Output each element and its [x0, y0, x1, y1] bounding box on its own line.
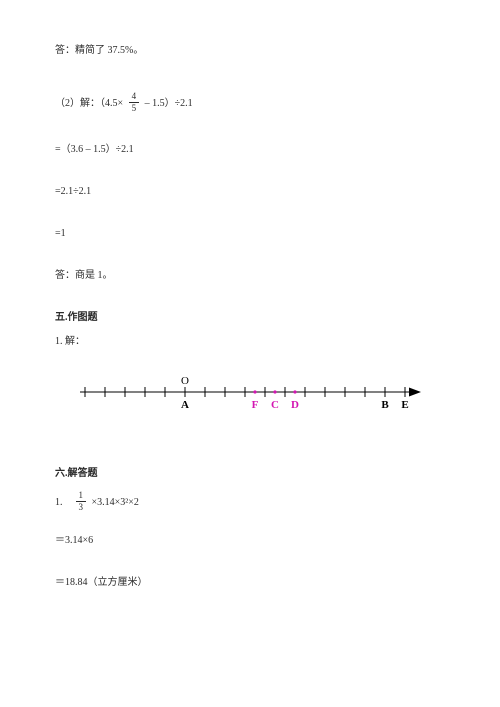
frac-den: 3 — [76, 502, 87, 512]
svg-text:E: E — [401, 399, 408, 411]
svg-text:C: C — [271, 399, 279, 411]
number-line-svg: OA FCD BE — [75, 368, 425, 438]
fraction-4-5: 4 5 — [129, 92, 140, 113]
number-line-diagram: OA FCD BE — [75, 368, 445, 438]
q1-label: 1. — [55, 497, 63, 508]
frac-num: 1 — [76, 491, 87, 502]
svg-text:A: A — [181, 399, 189, 411]
section-5-item1: 1. 解： — [55, 336, 445, 348]
section-5-title: 五.作图题 — [55, 312, 445, 324]
svg-text:B: B — [381, 399, 389, 411]
step2-expression: （2）解：（4.5× 4 5 – 1.5）÷2.1 — [55, 93, 445, 114]
svg-text:F: F — [252, 399, 259, 411]
calc-line-2: =2.1÷2.1 — [55, 186, 445, 198]
fraction-1-3: 1 3 — [76, 491, 87, 512]
svg-text:D: D — [291, 399, 299, 411]
q1-calc-1: ＝3.14×6 — [55, 535, 445, 547]
frac-num: 4 — [129, 92, 140, 103]
section-6-title: 六.解答题 — [55, 468, 445, 480]
answer-1: 答：商是 1。 — [55, 270, 445, 282]
step2-close: – 1.5）÷2.1 — [145, 98, 193, 109]
frac-den: 5 — [129, 103, 140, 113]
calc-line-3: =1 — [55, 228, 445, 240]
q1-calc-2: ＝18.84（立方厘米） — [55, 577, 445, 589]
step2-open: （2）解：（4.5× — [55, 98, 123, 109]
svg-text:O: O — [181, 375, 189, 387]
q1-expression: 1. 1 3 ×3.14×3²×2 — [55, 492, 445, 513]
calc-line-1: =（3.6 – 1.5）÷2.1 — [55, 144, 445, 156]
q1-rest: ×3.14×3²×2 — [92, 497, 139, 508]
answer-intro: 答：精简了 37.5%。 — [55, 45, 445, 57]
page-container: { "ans_intro": "答：精简了 37.5%。", "step_ope… — [0, 0, 500, 707]
